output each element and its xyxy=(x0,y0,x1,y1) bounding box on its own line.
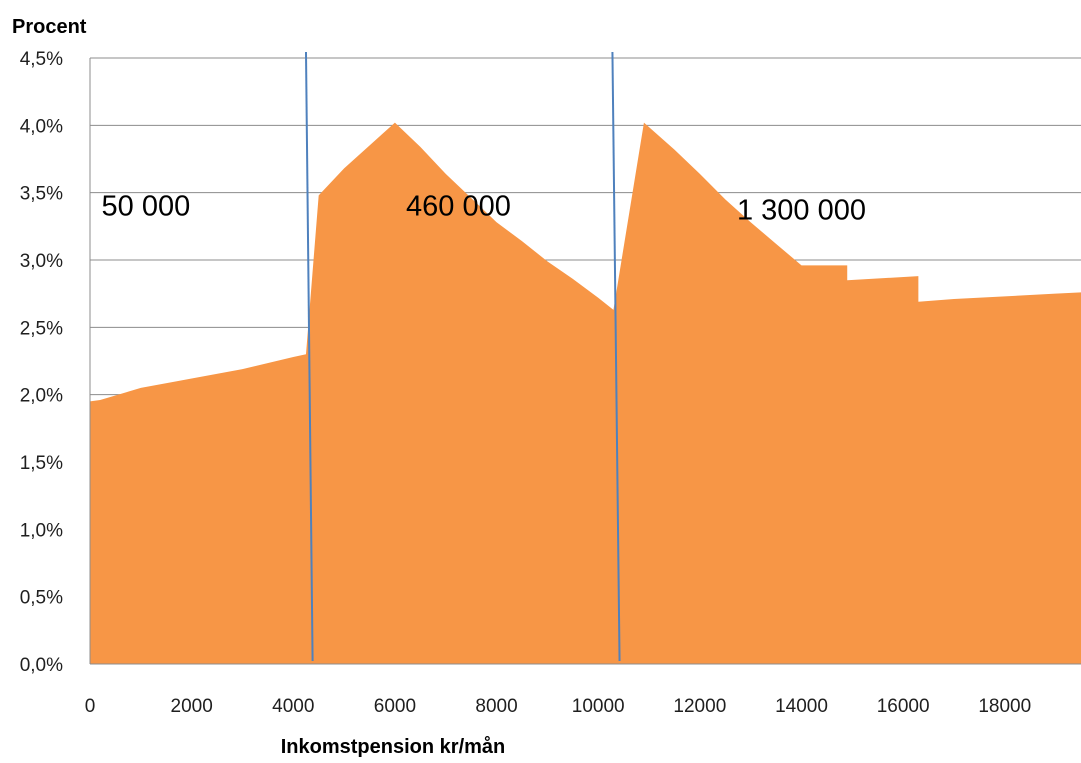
x-tick-label: 18000 xyxy=(978,696,1031,717)
annotation-label: 1 300 000 xyxy=(737,195,866,227)
x-tick-label: 8000 xyxy=(475,696,517,717)
y-tick-label: 1,5% xyxy=(20,453,63,474)
x-tick-label: 6000 xyxy=(374,696,416,717)
y-tick-label: 1,0% xyxy=(20,520,63,541)
x-tick-label: 16000 xyxy=(877,696,930,717)
x-tick-label: 2000 xyxy=(171,696,213,717)
y-tick-label: 4,5% xyxy=(20,49,63,70)
y-tick-label: 2,0% xyxy=(20,386,63,407)
annotations: 50 000 460 000 1 300 000 xyxy=(102,191,866,227)
threshold-line xyxy=(304,51,314,662)
y-tick-label: 3,5% xyxy=(20,184,63,205)
x-tick-labels: 0 2000 4000 6000 8000 10000 12000 14000 16000 180… xyxy=(85,696,1031,717)
y-axis-title: Procent xyxy=(12,16,87,38)
y-tick-label: 0,5% xyxy=(20,588,63,609)
x-tick-label: 4000 xyxy=(272,696,314,717)
x-tick-label: 12000 xyxy=(673,696,726,717)
x-axis-title: Inkomstpension kr/mån xyxy=(281,735,506,758)
axes xyxy=(89,58,1081,665)
x-tick-label: 10000 xyxy=(572,696,625,717)
y-tick-label: 2,5% xyxy=(20,318,63,339)
x-tick-label: 14000 xyxy=(775,696,828,717)
annotation-label: 460 000 xyxy=(406,191,511,223)
y-tick-labels: 0,0% 0,5% 1,0% 1,5% 2,0% 2,5% 3,0% 3,5% 4,0% 4,5% xyxy=(20,49,63,676)
threshold-line xyxy=(611,51,621,662)
annotation-label: 50 000 xyxy=(102,191,191,223)
y-tick-label: 4,0% xyxy=(20,116,63,137)
x-tick-label: 0 xyxy=(85,696,96,717)
area-fill xyxy=(90,122,1081,664)
y-tick-label: 0,0% xyxy=(20,655,63,676)
threshold-lines xyxy=(304,51,621,662)
area-series xyxy=(90,122,1081,664)
y-tick-label: 3,0% xyxy=(20,251,63,272)
